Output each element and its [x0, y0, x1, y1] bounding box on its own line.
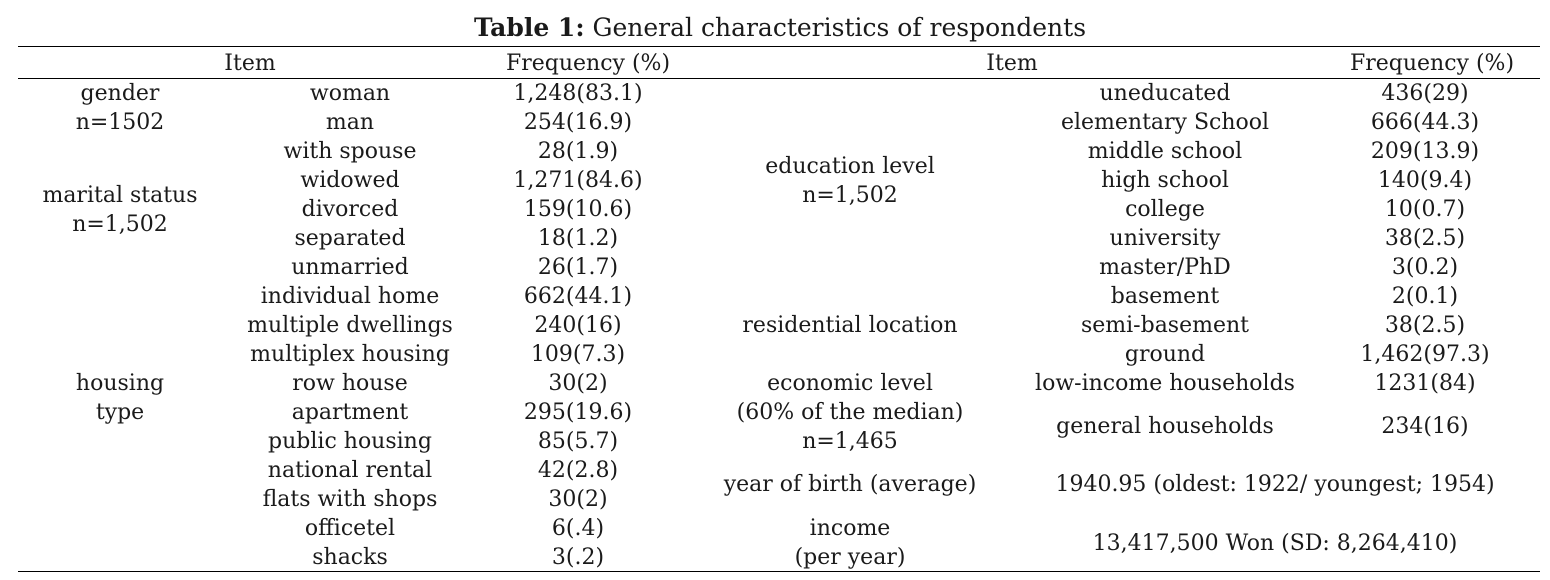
table-row-frequency: 1,248(83.1)	[513, 81, 643, 106]
table-row-item: with spouse	[283, 139, 417, 164]
header-right-frequency: Frequency (%)	[1349, 51, 1515, 76]
table-row-item: divorced	[301, 197, 399, 222]
table-row-frequency: 140(9.4)	[1377, 168, 1473, 193]
table-row-frequency: 234(16)	[1381, 414, 1469, 439]
table-label: Table 1:	[473, 13, 585, 42]
gender-n: n=1502	[75, 110, 165, 135]
table-row-frequency: 240(16)	[534, 313, 622, 338]
table-row-item: woman	[309, 81, 391, 106]
table-row-item: separated	[294, 226, 406, 251]
table-row-item: ground	[1124, 342, 1206, 367]
table-row-item: middle school	[1087, 139, 1243, 164]
year-of-birth-label: year of birth (average)	[723, 472, 977, 497]
table-row-frequency: 26(1.7)	[537, 255, 619, 280]
table-row-item: widowed	[300, 168, 400, 193]
economic-level-n: n=1,465	[802, 429, 898, 454]
table-row-item: general households	[1056, 414, 1274, 439]
housing-type-label-1: housing	[75, 371, 165, 396]
table-row-frequency: 436(29)	[1381, 81, 1469, 106]
table-row-item: high school	[1101, 168, 1229, 193]
table-row-frequency: 28(1.9)	[537, 139, 619, 164]
table-row-frequency: 42(2.8)	[537, 458, 619, 483]
table-row-item: shacks	[312, 545, 388, 570]
table-row-item: national rental	[267, 458, 433, 483]
income-period: (per year)	[794, 545, 906, 570]
table-row-frequency: 159(10.6)	[523, 197, 633, 222]
table-row-item: master/PhD	[1099, 255, 1231, 280]
table-row-frequency: 38(2.5)	[1384, 313, 1466, 338]
marital-status-label: marital status	[42, 183, 198, 208]
table-row-item: row house	[292, 371, 408, 396]
education-level-label: education level	[765, 154, 935, 179]
top-rule	[18, 46, 1540, 47]
table-row-item: individual home	[260, 284, 440, 309]
economic-level-label: economic level	[767, 371, 933, 396]
table-row-item: public housing	[268, 429, 432, 454]
table-row-item: low-income households	[1035, 371, 1295, 396]
table-row-frequency: 3(.2)	[551, 545, 605, 570]
header-rule	[18, 78, 1540, 79]
header-left-frequency: Frequency (%)	[505, 51, 671, 76]
table-title-text: General characteristics of respondents	[592, 13, 1087, 42]
marital-status-n: n=1,502	[72, 212, 168, 237]
table-row-frequency: 254(16.9)	[523, 110, 633, 135]
page-title: Table 1: General characteristics of resp…	[0, 12, 1550, 44]
education-level-n: n=1,502	[802, 183, 898, 208]
table-row-item: apartment	[291, 400, 409, 425]
table-row-item: multiplex housing	[250, 342, 450, 367]
table-row-frequency: 6(.4)	[551, 516, 605, 541]
table-row-item: basement	[1110, 284, 1220, 309]
table-row-item: man	[325, 110, 375, 135]
table-row-frequency: 85(5.7)	[537, 429, 619, 454]
table-row-item: semi-basement	[1080, 313, 1250, 338]
table-row-frequency: 1,462(97.3)	[1360, 342, 1490, 367]
table-row-frequency: 209(13.9)	[1370, 139, 1480, 164]
table-row-frequency: 1231(84)	[1374, 371, 1476, 396]
table-row-item: elementary School	[1060, 110, 1270, 135]
table-row-item: multiple dwellings	[247, 313, 453, 338]
header-right-item: Item	[986, 51, 1038, 76]
table-row-item: college	[1125, 197, 1205, 222]
bottom-rule	[18, 571, 1540, 572]
gender-label: gender	[80, 81, 160, 106]
income-value: 13,417,500 Won (SD: 8,264,410)	[1092, 531, 1458, 556]
year-of-birth-value: 1940.95 (oldest: 1922/ youngest; 1954)	[1055, 472, 1495, 497]
table-row-frequency: 18(1.2)	[537, 226, 619, 251]
table-row-frequency: 2(0.1)	[1391, 284, 1459, 309]
table-row-frequency: 666(44.3)	[1370, 110, 1480, 135]
table-row-frequency: 3(0.2)	[1391, 255, 1459, 280]
table-row-frequency: 109(7.3)	[530, 342, 626, 367]
table-row-item: unmarried	[291, 255, 409, 280]
table-row-item: university	[1109, 226, 1221, 251]
table-row-item: flats with shops	[262, 487, 438, 512]
residential-location-label: residential location	[742, 313, 958, 338]
table-row-frequency: 1,271(84.6)	[513, 168, 643, 193]
housing-type-label-2: type	[95, 400, 145, 425]
table-row-frequency: 10(0.7)	[1384, 197, 1466, 222]
table-row-frequency: 30(2)	[548, 487, 608, 512]
header-left-item: Item	[224, 51, 276, 76]
income-label: income	[809, 516, 891, 541]
table-row-item: uneducated	[1099, 81, 1231, 106]
table-row-frequency: 38(2.5)	[1384, 226, 1466, 251]
economic-level-median: (60% of the median)	[736, 400, 964, 425]
table-row-frequency: 295(19.6)	[523, 400, 633, 425]
table-row-frequency: 662(44.1)	[523, 284, 633, 309]
table-row-item: officetel	[304, 516, 396, 541]
table-row-frequency: 30(2)	[548, 371, 608, 396]
